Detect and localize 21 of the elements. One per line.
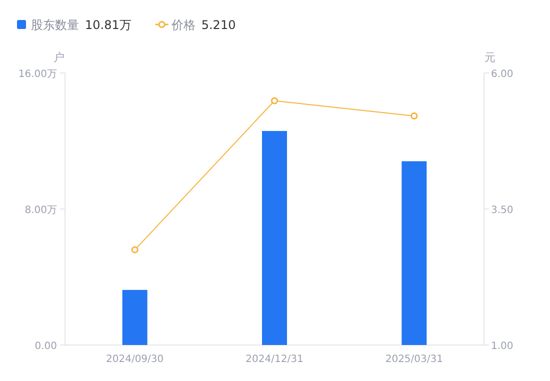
y2-tick-label: 6.00 [491, 69, 514, 80]
text: 5.210 [201, 18, 236, 32]
y-tick-label: 0.00 [34, 341, 57, 352]
text: 10.81万 [85, 18, 132, 32]
y-tick-label: 8.00万 [24, 205, 57, 216]
legend-label: 价格 [170, 18, 196, 32]
bar [122, 290, 148, 345]
bar [402, 161, 427, 345]
bar [262, 130, 287, 345]
point [131, 246, 138, 254]
x-tick-label: 2024/09/30 [106, 354, 164, 365]
y-tick-label: 16.00万 [18, 69, 57, 80]
point [410, 112, 418, 120]
y2-tick-label: 3.50 [491, 205, 514, 216]
y2-axis-title: 元 [484, 51, 496, 64]
y-axis-title: 户 [54, 51, 64, 64]
legend-label: 股东数量 [31, 18, 79, 32]
y2-tick-label: 1.00 [491, 341, 514, 352]
point [270, 97, 278, 104]
x-tick-label: 2024/12/31 [246, 354, 304, 365]
x-tick-label: 2025/03/31 [385, 354, 443, 365]
